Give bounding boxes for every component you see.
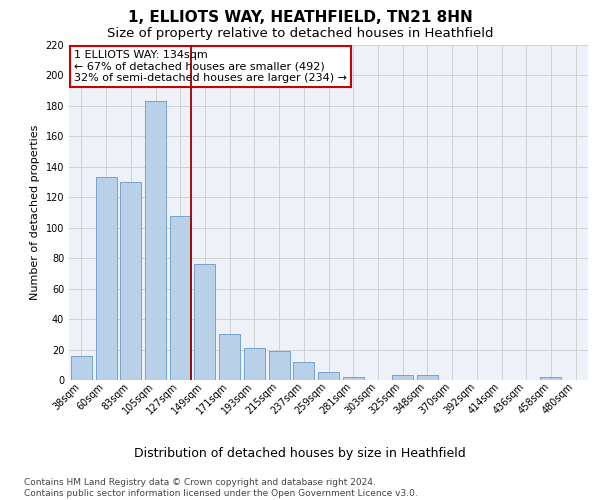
Bar <box>293 362 314 380</box>
Text: Size of property relative to detached houses in Heathfield: Size of property relative to detached ho… <box>107 28 493 40</box>
Text: Contains HM Land Registry data © Crown copyright and database right 2024.
Contai: Contains HM Land Registry data © Crown c… <box>24 478 418 498</box>
Bar <box>219 334 240 380</box>
Bar <box>120 182 141 380</box>
Bar <box>170 216 191 380</box>
Bar <box>541 377 562 380</box>
Text: Distribution of detached houses by size in Heathfield: Distribution of detached houses by size … <box>134 448 466 460</box>
Bar <box>392 376 413 380</box>
Y-axis label: Number of detached properties: Number of detached properties <box>30 125 40 300</box>
Bar <box>417 376 438 380</box>
Bar <box>194 264 215 380</box>
Bar <box>71 356 92 380</box>
Text: 1, ELLIOTS WAY, HEATHFIELD, TN21 8HN: 1, ELLIOTS WAY, HEATHFIELD, TN21 8HN <box>128 10 472 25</box>
Bar <box>269 351 290 380</box>
Bar <box>318 372 339 380</box>
Bar <box>343 377 364 380</box>
Bar <box>145 102 166 380</box>
Bar <box>244 348 265 380</box>
Bar <box>95 178 116 380</box>
Text: 1 ELLIOTS WAY: 134sqm
← 67% of detached houses are smaller (492)
32% of semi-det: 1 ELLIOTS WAY: 134sqm ← 67% of detached … <box>74 50 347 83</box>
